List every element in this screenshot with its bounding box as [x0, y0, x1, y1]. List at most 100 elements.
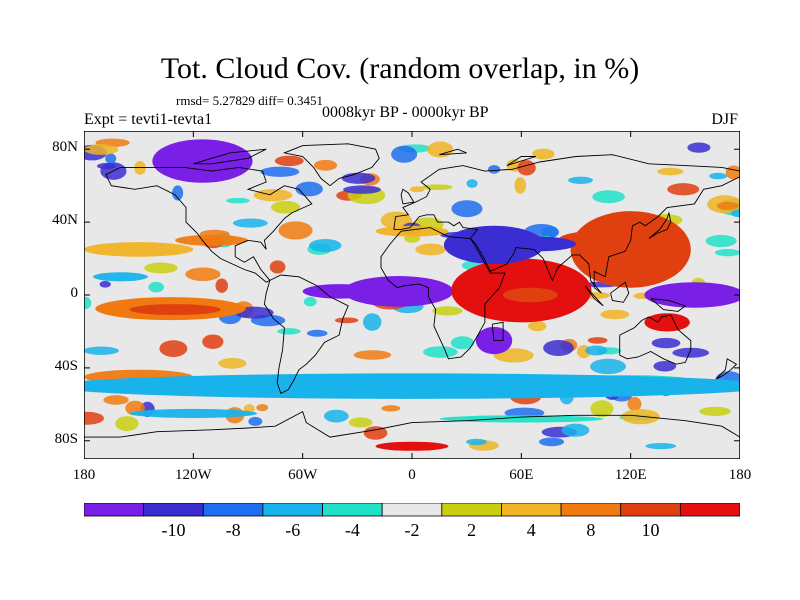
colorbar-label: -8	[225, 520, 241, 540]
colorbar-swatch	[262, 503, 323, 517]
anomaly-blob	[543, 339, 574, 356]
coastline	[393, 176, 740, 294]
anomaly-blob	[277, 328, 301, 335]
colorbar-label: 4	[526, 520, 536, 540]
anomaly-blob	[672, 347, 710, 358]
anomaly-blob	[699, 406, 732, 416]
anomaly-blob	[432, 306, 463, 316]
colorbar-swatch	[620, 503, 681, 517]
anomaly-blob	[585, 345, 608, 356]
coastline	[282, 143, 380, 187]
anomaly-blob	[651, 337, 681, 349]
anomaly-blob	[172, 185, 184, 201]
anomaly-blob	[129, 408, 258, 419]
coastline	[105, 166, 313, 283]
colorbar-label: -10	[161, 520, 186, 540]
colorbar-swatch	[202, 503, 264, 517]
coastline	[193, 148, 267, 165]
anomaly-blob	[348, 417, 373, 428]
anomaly-blob	[309, 238, 342, 252]
anomaly-blob	[295, 181, 323, 197]
anomaly-blob	[423, 346, 458, 358]
anomaly-blob	[443, 225, 545, 265]
anomaly-blob	[202, 334, 224, 349]
lat-label: 0	[70, 285, 79, 301]
anomaly-field	[84, 138, 740, 451]
anomaly-blob	[667, 183, 700, 196]
anomaly-blob	[248, 416, 263, 426]
coastline	[650, 298, 687, 312]
lat-label: 40N	[52, 212, 78, 229]
anomaly-blob	[645, 442, 677, 450]
anomaly-blob	[514, 177, 527, 194]
period-label: 0008kyr BP - 0000kyr BP	[322, 104, 489, 121]
anomaly-blob	[341, 172, 376, 184]
rmsd-stats: rmsd= 5.27829 diff= 0.3451	[176, 93, 323, 108]
anomaly-blob	[409, 186, 425, 193]
coastline	[393, 154, 740, 230]
anomaly-blob	[539, 437, 565, 447]
anomaly-blob	[517, 160, 536, 176]
lat-label: 80N	[52, 139, 78, 156]
coastline	[263, 274, 349, 395]
anomaly-blob	[451, 200, 483, 218]
plot-title: Tot. Cloud Cov. (random overlap, in %)	[160, 52, 640, 85]
anomaly-blob	[415, 243, 446, 256]
anomaly-blob	[657, 167, 684, 176]
anomaly-blob	[714, 249, 740, 257]
anomaly-blob	[253, 189, 293, 202]
anomaly-map	[84, 131, 740, 459]
coastline	[491, 321, 504, 342]
anomaly-blob	[592, 190, 625, 204]
anomaly-blob	[363, 426, 388, 440]
anomaly-blob	[532, 148, 555, 160]
anomaly-blob	[313, 159, 338, 171]
anomaly-blob	[653, 360, 677, 372]
colorbar-swatch	[322, 503, 383, 517]
anomaly-blob	[93, 272, 148, 282]
colorbar	[84, 503, 740, 517]
colorbar-swatch	[381, 503, 443, 517]
anomaly-blob	[503, 236, 576, 252]
anomaly-blob	[159, 340, 188, 357]
axis-ticks	[84, 131, 740, 459]
coastlines	[84, 143, 740, 438]
anomaly-blob	[306, 329, 328, 337]
anomaly-blob	[84, 411, 105, 425]
anomaly-blob	[302, 284, 376, 299]
anomaly-blob	[528, 320, 547, 332]
anomaly-blob	[557, 231, 631, 250]
anomaly-blob	[84, 296, 92, 310]
coastline	[84, 410, 740, 438]
anomaly-blob	[568, 176, 593, 184]
anomaly-blob	[134, 160, 146, 175]
colorbar-label: -2	[404, 520, 420, 540]
lon-label: 120E	[614, 467, 647, 483]
coastline	[584, 285, 604, 307]
anomaly-blob	[269, 260, 286, 274]
lon-label: 180	[728, 467, 752, 483]
colorbar-label: 10	[641, 520, 660, 540]
anomaly-blob	[144, 262, 178, 274]
coastline	[619, 314, 692, 365]
anomaly-blob	[99, 280, 111, 288]
anomaly-blob	[353, 350, 392, 360]
anomaly-blob	[84, 373, 740, 399]
colorbar-label: 8	[586, 520, 596, 540]
anomaly-blob	[380, 211, 413, 229]
colorbar-label: 2	[467, 520, 477, 540]
anomaly-blob	[421, 184, 453, 191]
anomaly-blob	[391, 145, 418, 163]
anomaly-blob	[84, 144, 119, 155]
coastline	[439, 148, 467, 156]
anomaly-blob	[570, 211, 691, 288]
anomaly-blob	[215, 278, 228, 293]
anomaly-blob	[503, 287, 558, 303]
anomaly-blob	[466, 438, 487, 446]
anomaly-blob	[709, 172, 728, 180]
anomaly-blob	[303, 296, 317, 307]
anomaly-blob	[466, 179, 478, 188]
colorbar-swatch	[84, 503, 145, 517]
anomaly-blob	[427, 141, 454, 158]
colorbar-swatch	[560, 503, 622, 517]
